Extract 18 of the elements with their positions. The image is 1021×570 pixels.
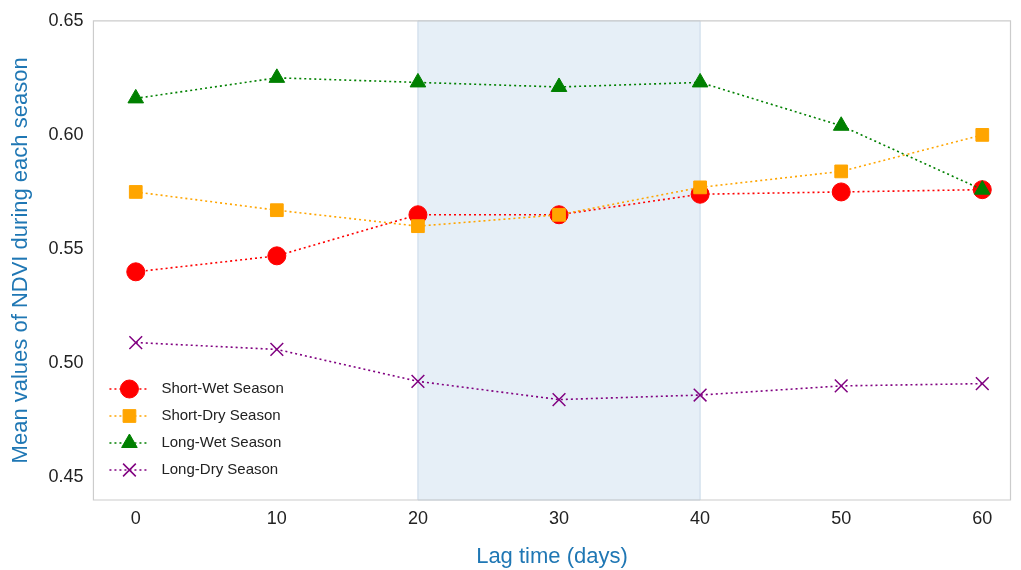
y-tick-label: 0.65	[48, 9, 84, 30]
y-tick-label: 0.50	[48, 352, 84, 373]
x-tick-label: 60	[972, 507, 993, 528]
legend-label: Short-Dry Season	[161, 406, 281, 424]
legend-label: Long-Wet Season	[161, 433, 282, 451]
x-tick-label: 50	[831, 507, 852, 528]
x-tick-label: 0	[130, 507, 141, 528]
y-tick-label: 0.45	[48, 466, 84, 487]
x-axis-title: Lag time (days)	[476, 542, 628, 568]
y-tick-label: 0.55	[48, 237, 84, 258]
x-tick-label: 10	[266, 507, 287, 528]
legend-label: Long-Dry Season	[161, 460, 279, 478]
legend-label: Short-Wet Season	[161, 379, 284, 397]
y-axis-title: Mean values of NDVI during each season	[7, 57, 33, 464]
x-tick-label: 30	[549, 507, 570, 528]
y-tick-label: 0.60	[48, 123, 84, 144]
x-tick-label: 40	[690, 507, 711, 528]
x-tick-label: 20	[407, 507, 428, 528]
